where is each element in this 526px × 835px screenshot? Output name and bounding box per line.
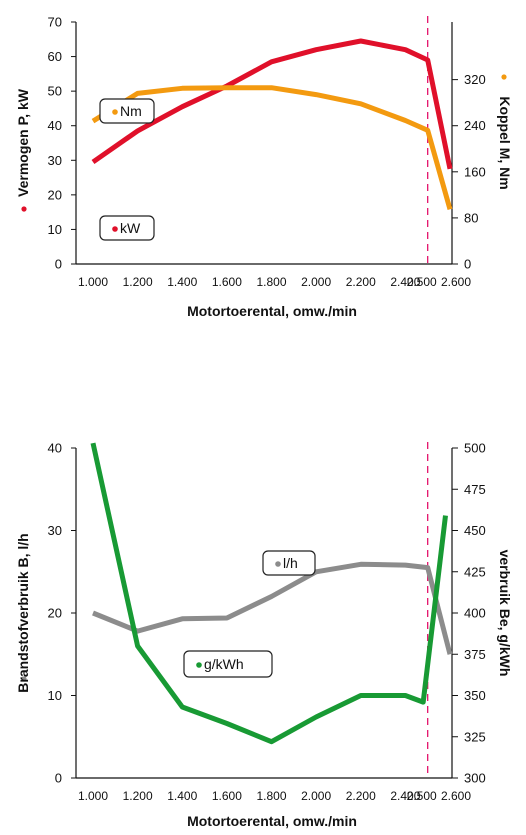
y-tick-label-left: 30 xyxy=(48,523,62,538)
x-tick-label: 1.200 xyxy=(123,275,153,289)
series-line-Nm xyxy=(91,85,453,210)
y-tick-label-left: 40 xyxy=(48,118,62,133)
y-axis-title-left-text: Brandstofverbruik B, l/h xyxy=(15,533,31,692)
legend-dot xyxy=(501,74,507,80)
y-tick-label-right: 160 xyxy=(464,164,486,179)
y-tick-label-right: 450 xyxy=(464,523,486,538)
y-axis-title-right: Koppel M, Nm xyxy=(497,74,513,190)
callout-box xyxy=(183,650,273,678)
y-tick-label-right: 375 xyxy=(464,647,486,662)
x-tick-label: 2.000 xyxy=(301,275,331,289)
y-tick-label-right: 0 xyxy=(464,257,471,272)
y-tick-label-right: 80 xyxy=(464,210,478,225)
series-line-gkWh xyxy=(90,442,448,745)
y-tick-label-left: 50 xyxy=(48,84,62,99)
y-tick-label-right: 325 xyxy=(464,729,486,744)
y-axis-title-right: verbruik Be, g/kWh xyxy=(497,550,513,677)
x-tick-label: 2.200 xyxy=(346,275,376,289)
callout-box xyxy=(99,98,155,124)
x-tick-label: 1.600 xyxy=(212,275,242,289)
x-tick-label: 1.400 xyxy=(167,789,197,803)
callout-dot xyxy=(112,226,118,232)
y-tick-label-left: 20 xyxy=(48,187,62,202)
x-tick-label: 1.600 xyxy=(212,789,242,803)
series-line-kW xyxy=(91,38,453,170)
callout-gkWh: g/kWh xyxy=(183,650,273,678)
x-tick-label: 2.000 xyxy=(301,789,331,803)
x-tick-label: 2.500 xyxy=(407,275,437,289)
y-axis-title-left-text: Vermogen P, kW xyxy=(15,88,31,197)
callout-dot xyxy=(275,561,281,567)
y-tick-label-left: 20 xyxy=(48,606,62,621)
callout-dot xyxy=(112,109,118,115)
callout-label: g/kWh xyxy=(204,656,244,672)
x-tick-label: 1.000 xyxy=(78,275,108,289)
series-line-lh xyxy=(92,561,453,655)
y-tick-label-left: 0 xyxy=(55,257,62,272)
y-tick-label-left: 60 xyxy=(48,49,62,64)
legend-dot xyxy=(21,206,27,212)
callout-Nm: Nm xyxy=(99,98,155,124)
callout-box xyxy=(99,215,155,241)
callout-kW: kW xyxy=(99,215,155,241)
chart-1: 0 10 20 30 40 50 60 70 0 80 160 240 320 1.000 1.200 1.4… xyxy=(15,15,513,320)
x-tick-label: 2.200 xyxy=(346,789,376,803)
y-axis-title-right-text: Koppel M, Nm xyxy=(497,96,513,189)
y-tick-label-left: 0 xyxy=(55,771,62,786)
y-tick-label-right: 350 xyxy=(464,688,486,703)
callout-label: l/h xyxy=(283,555,298,571)
x-axis-title: Motortoerental, omw./min xyxy=(187,303,357,319)
y-tick-label-right: 400 xyxy=(464,606,486,621)
y-tick-label-right: 320 xyxy=(464,72,486,87)
y-tick-label-left: 40 xyxy=(48,441,62,456)
x-tick-label: 2.600 xyxy=(441,275,471,289)
y-axis-title-left: Vermogen P, kW xyxy=(15,88,31,212)
callout-box xyxy=(262,550,316,576)
x-tick-label: 1.400 xyxy=(167,275,197,289)
y-tick-label-right: 240 xyxy=(464,118,486,133)
legend-dot xyxy=(21,676,27,682)
y-tick-label-right: 500 xyxy=(464,441,486,456)
y-tick-label-left: 10 xyxy=(48,688,62,703)
x-axis-title: Motortoerental, omw./min xyxy=(187,813,357,829)
x-tick-label: 2.600 xyxy=(441,789,471,803)
callout-lh: l/h xyxy=(262,550,316,576)
y-axis-title-left: Brandstofverbruik B, l/h xyxy=(15,533,31,692)
y-axis-title-right-text: verbruik Be, g/kWh xyxy=(497,550,513,677)
callout-label: kW xyxy=(120,220,141,236)
y-tick-label-right: 475 xyxy=(464,482,486,497)
callout-label: Nm xyxy=(120,103,142,119)
x-tick-label: 1.200 xyxy=(123,789,153,803)
chart-2: 0 10 20 30 40 300 325 350 375 400 425 450 475 500 1.00… xyxy=(15,441,513,830)
y-tick-label-left: 30 xyxy=(48,153,62,168)
callout-dot xyxy=(196,662,202,668)
x-tick-label: 1.800 xyxy=(256,275,286,289)
y-tick-label-right: 300 xyxy=(464,771,486,786)
x-tick-label: 2.400 xyxy=(390,789,420,803)
x-tick-label: 1.000 xyxy=(78,789,108,803)
y-tick-label-left: 70 xyxy=(48,15,62,30)
x-tick-label: 2.500 xyxy=(407,789,437,803)
x-tick-label: 1.800 xyxy=(256,789,286,803)
y-tick-label-right: 425 xyxy=(464,564,486,579)
y-tick-label-left: 10 xyxy=(48,222,62,237)
x-tick-label: 2.400 xyxy=(390,275,420,289)
